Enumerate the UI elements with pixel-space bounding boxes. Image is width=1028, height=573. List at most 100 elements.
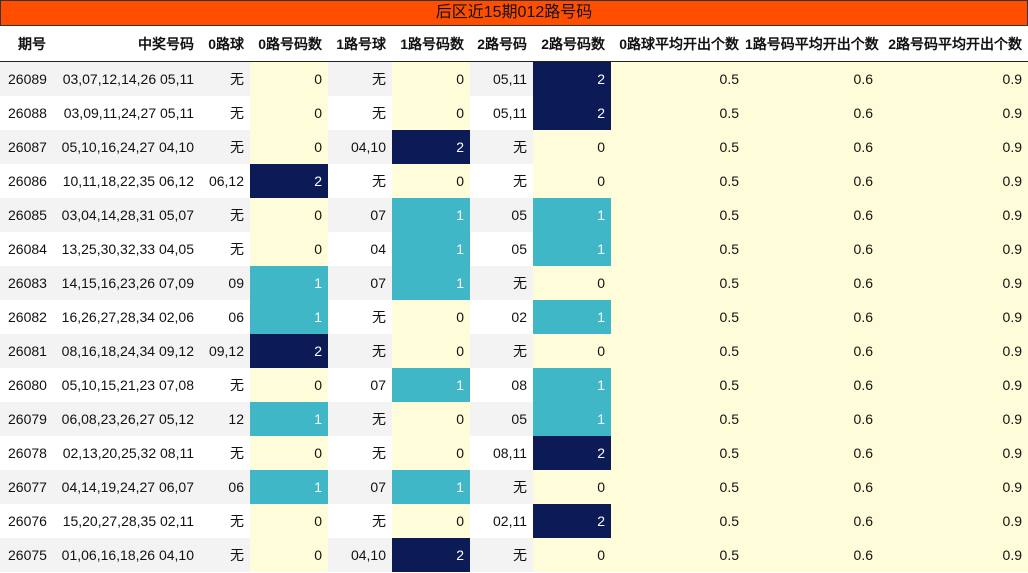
- route0-ball-cell: 无: [200, 367, 250, 402]
- route0-ball-cell: 无: [200, 537, 250, 572]
- col-header-route0-ball: 0路球: [200, 26, 250, 62]
- route1-avg-cell: 0.6: [745, 333, 879, 368]
- route2-avg-cell: 0.9: [879, 299, 1028, 334]
- col-header-route2-count: 2路号码数: [533, 26, 611, 62]
- route1-count-cell: 2: [392, 129, 470, 164]
- route0-avg-cell: 0.5: [611, 231, 745, 266]
- route1-count-cell: 0: [392, 401, 470, 436]
- route1-count-cell: 0: [392, 333, 470, 368]
- table-row: 26083 14,15,16,23,26 07,09 09 1 07 1 无 0 0.5 0.6 0…: [0, 265, 1028, 300]
- route2-count-cell: 0: [533, 265, 611, 300]
- table-row: 26088 03,09,11,24,27 05,11 无 0 无 0 05,11 2 0.5 0.…: [0, 95, 1028, 130]
- table-row: 26084 13,25,30,32,33 04,05 无 0 04 1 05 1 0.5 0.6 0…: [0, 231, 1028, 266]
- route2-ball-cell: 无: [470, 537, 533, 572]
- route1-ball-cell: 07: [328, 197, 392, 232]
- route1-ball-cell: 07: [328, 265, 392, 300]
- route0-avg-cell: 0.5: [611, 129, 745, 164]
- route1-count-cell: 0: [392, 435, 470, 470]
- numbers-cell: 03,04,14,28,31 05,07: [55, 197, 200, 232]
- route0-ball-cell: 09: [200, 265, 250, 300]
- route0-count-cell: 0: [250, 231, 328, 266]
- route1-ball-cell: 无: [328, 61, 392, 96]
- numbers-cell: 02,13,20,25,32 08,11: [55, 435, 200, 470]
- table-row: 26076 15,20,27,28,35 02,11 无 0 无 0 02,11 2 0.5 0.…: [0, 503, 1028, 538]
- route2-ball-cell: 无: [470, 129, 533, 164]
- route2-count-cell: 2: [533, 95, 611, 130]
- route0-ball-cell: 无: [200, 129, 250, 164]
- route0-ball-cell: 无: [200, 435, 250, 470]
- issue-cell: 26077: [0, 469, 55, 504]
- route1-ball-cell: 07: [328, 469, 392, 504]
- route0-ball-cell: 无: [200, 95, 250, 130]
- numbers-cell: 03,09,11,24,27 05,11: [55, 95, 200, 130]
- table-row: 26079 06,08,23,26,27 05,12 12 1 无 0 05 1 0.5 0.6 0…: [0, 401, 1028, 436]
- route2-count-cell: 1: [533, 197, 611, 232]
- route0-count-cell: 2: [250, 163, 328, 198]
- route2-avg-cell: 0.9: [879, 129, 1028, 164]
- issue-cell: 26085: [0, 197, 55, 232]
- route2-count-cell: 0: [533, 469, 611, 504]
- route2-ball-cell: 02: [470, 299, 533, 334]
- route0-count-cell: 0: [250, 435, 328, 470]
- route0-count-cell: 0: [250, 129, 328, 164]
- route1-avg-cell: 0.6: [745, 95, 879, 130]
- route2-avg-cell: 0.9: [879, 163, 1028, 198]
- route2-count-cell: 0: [533, 333, 611, 368]
- route2-avg-cell: 0.9: [879, 537, 1028, 572]
- table-row: 26086 10,11,18,22,35 06,12 06,12 2 无 0 无 0 0.5 0.…: [0, 163, 1028, 198]
- route2-count-cell: 1: [533, 367, 611, 402]
- numbers-cell: 03,07,12,14,26 05,11: [55, 61, 200, 96]
- col-header-route2-ball: 2路号码: [470, 26, 533, 62]
- route2-ball-cell: 05,11: [470, 95, 533, 130]
- route2-avg-cell: 0.9: [879, 469, 1028, 504]
- route1-ball-cell: 无: [328, 401, 392, 436]
- route0-avg-cell: 0.5: [611, 401, 745, 436]
- numbers-cell: 08,16,18,24,34 09,12: [55, 333, 200, 368]
- route0-avg-cell: 0.5: [611, 163, 745, 198]
- numbers-cell: 05,10,16,24,27 04,10: [55, 129, 200, 164]
- route0-count-cell: 1: [250, 299, 328, 334]
- route2-ball-cell: 08: [470, 367, 533, 402]
- route0-count-cell: 1: [250, 265, 328, 300]
- route1-avg-cell: 0.6: [745, 503, 879, 538]
- col-header-route0-count: 0路号码数: [250, 26, 328, 62]
- route0-ball-cell: 06,12: [200, 163, 250, 198]
- numbers-cell: 15,20,27,28,35 02,11: [55, 503, 200, 538]
- issue-cell: 26081: [0, 333, 55, 368]
- route1-avg-cell: 0.6: [745, 61, 879, 96]
- route2-ball-cell: 无: [470, 333, 533, 368]
- route2-avg-cell: 0.9: [879, 61, 1028, 96]
- route1-avg-cell: 0.6: [745, 401, 879, 436]
- numbers-cell: 16,26,27,28,34 02,06: [55, 299, 200, 334]
- route2-ball-cell: 无: [470, 469, 533, 504]
- route1-count-cell: 2: [392, 537, 470, 572]
- issue-cell: 26080: [0, 367, 55, 402]
- route1-count-cell: 0: [392, 95, 470, 130]
- route1-count-cell: 0: [392, 503, 470, 538]
- issue-cell: 26088: [0, 95, 55, 130]
- route1-ball-cell: 无: [328, 435, 392, 470]
- issue-cell: 26082: [0, 299, 55, 334]
- route0-count-cell: 1: [250, 401, 328, 436]
- route1-count-cell: 0: [392, 61, 470, 96]
- route2-avg-cell: 0.9: [879, 197, 1028, 232]
- table-row: 26081 08,16,18,24,34 09,12 09,12 2 无 0 无 0 0.5 0.…: [0, 333, 1028, 368]
- route0-ball-cell: 12: [200, 401, 250, 436]
- col-header-numbers: 中奖号码: [55, 26, 200, 62]
- route0-count-cell: 0: [250, 61, 328, 96]
- route1-ball-cell: 无: [328, 333, 392, 368]
- col-header-route0-avg: 0路球平均开出个数: [611, 26, 745, 62]
- issue-cell: 26083: [0, 265, 55, 300]
- route2-count-cell: 1: [533, 299, 611, 334]
- route0-count-cell: 0: [250, 537, 328, 572]
- issue-cell: 26075: [0, 537, 55, 572]
- route1-count-cell: 1: [392, 197, 470, 232]
- route0-avg-cell: 0.5: [611, 333, 745, 368]
- route1-ball-cell: 04,10: [328, 537, 392, 572]
- route1-avg-cell: 0.6: [745, 299, 879, 334]
- numbers-cell: 01,06,16,18,26 04,10: [55, 537, 200, 572]
- issue-cell: 26079: [0, 401, 55, 436]
- route2-count-cell: 2: [533, 435, 611, 470]
- route1-count-cell: 1: [392, 265, 470, 300]
- route1-avg-cell: 0.6: [745, 129, 879, 164]
